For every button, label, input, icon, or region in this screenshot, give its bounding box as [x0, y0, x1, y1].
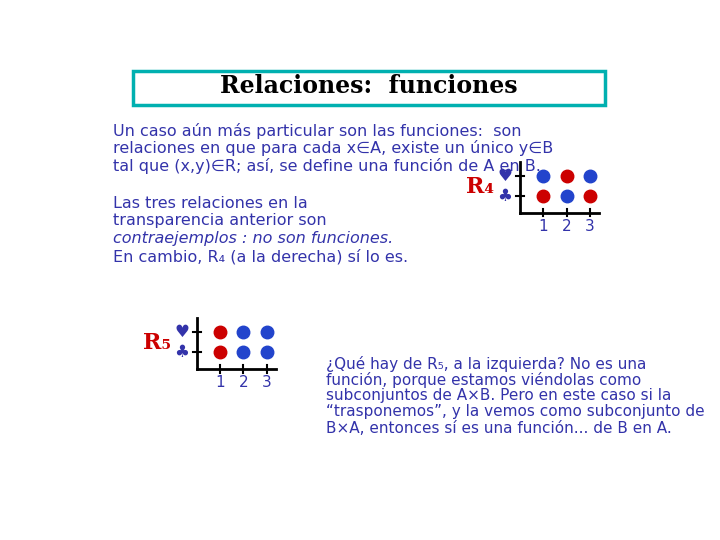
Text: R₄: R₄ — [466, 176, 494, 198]
Text: 1: 1 — [215, 375, 225, 390]
Text: transparencia anterior son: transparencia anterior son — [113, 213, 327, 228]
FancyBboxPatch shape — [132, 71, 606, 105]
Text: ♥: ♥ — [174, 323, 189, 341]
Text: En cambio, R₄ (a la derecha) sí lo es.: En cambio, R₄ (a la derecha) sí lo es. — [113, 249, 408, 265]
Text: ♥: ♥ — [498, 167, 513, 185]
Text: 3: 3 — [262, 375, 271, 390]
Text: Relaciones:  funciones: Relaciones: funciones — [220, 75, 518, 98]
Text: 2: 2 — [562, 219, 572, 234]
Text: “trasponemos”, y la vemos como subconjunto de: “trasponemos”, y la vemos como subconjun… — [326, 404, 705, 420]
Text: Las tres relaciones en la: Las tres relaciones en la — [113, 195, 308, 211]
Text: tal que (x,y)∈R; así, se define una función de A en B.: tal que (x,y)∈R; así, se define una func… — [113, 158, 541, 174]
Text: Un caso aún más particular son las funciones:  son: Un caso aún más particular son las funci… — [113, 123, 522, 139]
Text: subconjuntos de A×B. Pero en este caso si la: subconjuntos de A×B. Pero en este caso s… — [326, 388, 672, 403]
Text: relaciones en que para cada x∈A, existe un único y∈B: relaciones en que para cada x∈A, existe … — [113, 140, 554, 156]
Text: R₅: R₅ — [143, 332, 171, 354]
Text: 3: 3 — [585, 219, 595, 234]
Text: función, porque estamos viéndolas como: función, porque estamos viéndolas como — [326, 372, 642, 388]
Text: B×A, entonces sí es una función... de B en A.: B×A, entonces sí es una función... de B … — [326, 421, 672, 436]
Text: 2: 2 — [238, 375, 248, 390]
Text: 1: 1 — [539, 219, 548, 234]
Text: ♣: ♣ — [174, 343, 189, 361]
Text: contraejemplos : no son funciones.: contraejemplos : no son funciones. — [113, 231, 394, 246]
Text: ¿Qué hay de R₅, a la izquierda? No es una: ¿Qué hay de R₅, a la izquierda? No es un… — [326, 356, 647, 372]
Text: ♣: ♣ — [498, 187, 513, 205]
